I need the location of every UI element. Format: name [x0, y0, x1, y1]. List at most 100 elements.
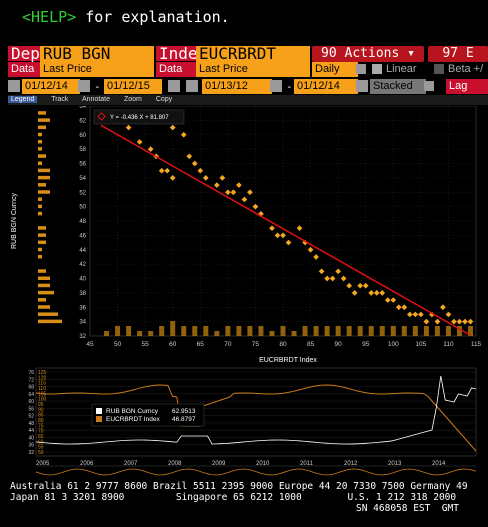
ts-right-tick: 55: [38, 445, 44, 451]
calendar-icon[interactable]: [8, 80, 20, 92]
equation-box: [93, 109, 185, 125]
histogram-bar: [38, 305, 50, 309]
scatter-point: [346, 282, 352, 289]
help-key[interactable]: <HELP>: [22, 8, 77, 26]
y-tick-label: 36: [79, 305, 86, 311]
x-tick-label: 50: [114, 341, 122, 348]
histogram-bar: [280, 326, 286, 336]
copy-button[interactable]: Copy: [155, 96, 173, 103]
histogram-bar: [467, 326, 473, 336]
histogram-bar: [379, 326, 385, 336]
histogram-bar: [115, 326, 121, 336]
scatter-point: [462, 318, 468, 325]
scatter-point: [269, 225, 275, 232]
y-tick-label: 48: [79, 219, 86, 225]
beta-checkbox[interactable]: [434, 64, 444, 74]
scatter-point: [236, 182, 242, 188]
end-date-field[interactable]: 01/12/15: [104, 79, 162, 94]
y-axis-ticks: 64 62 60 58 56 54 52 50 48 46 44 42 40 38 36 34 32: [79, 106, 86, 340]
x-tick-label: 100: [388, 341, 399, 348]
scatter-point: [357, 282, 364, 289]
stacked-select[interactable]: Stacked: [370, 79, 426, 94]
period-dropdown-icon[interactable]: [356, 64, 366, 74]
annotate-button[interactable]: Annotate: [82, 96, 111, 103]
scatter-point: [351, 290, 358, 296]
year-label: 2009: [212, 461, 226, 467]
histogram-bar: [368, 326, 374, 336]
histogram-bar: [390, 326, 396, 336]
dep-label: Dep: [8, 46, 40, 62]
start-date-field-2[interactable]: 01/13/12: [202, 79, 272, 94]
ts-left-tick: 60: [28, 399, 34, 405]
histogram-bar: [38, 168, 50, 173]
scatter-point: [434, 318, 441, 325]
ts-right-tick: 120: [38, 375, 47, 381]
ts-left-tick: 64: [28, 392, 34, 398]
x-tick-label: 85: [307, 341, 315, 348]
data-field-dep[interactable]: Last Price: [40, 62, 154, 77]
scatter-point: [307, 246, 314, 253]
scatter-point: [285, 239, 292, 246]
ts-left-tick: 48: [28, 421, 34, 427]
start-date-field[interactable]: 01/12/14: [22, 79, 80, 94]
y-tick-label: 58: [79, 147, 86, 153]
year-label: 2005: [36, 461, 50, 467]
histogram-bar: [38, 312, 58, 316]
legend-oil-value: 46.8797: [172, 416, 196, 423]
period-select[interactable]: Daily: [312, 62, 358, 77]
stacked-dropdown-icon[interactable]: [424, 81, 434, 91]
histogram-bar: [38, 154, 46, 158]
year-label: 2006: [80, 461, 94, 467]
track-button[interactable]: Track: [51, 96, 69, 103]
y-tick-label: 60: [79, 133, 86, 139]
calendar-icon[interactable]: [78, 80, 90, 92]
histogram-bar: [38, 111, 46, 115]
histogram-bar: [214, 331, 220, 336]
histogram-bar: [38, 139, 42, 144]
end-date-field-2[interactable]: 01/12/14: [294, 79, 358, 94]
scatter-point: [252, 203, 259, 210]
x-tick-label: 80: [279, 341, 287, 348]
legend-button[interactable]: Legend: [8, 96, 38, 103]
ts-left-tick: 76: [28, 370, 34, 376]
histogram-bar: [38, 190, 50, 194]
legend-swatch-rub: [96, 408, 102, 414]
histogram-bar: [38, 183, 46, 187]
x-tick-label: 115: [471, 341, 482, 348]
histogram-bar: [412, 326, 418, 336]
y-axis-label: RUB BGN Curncy: [11, 192, 18, 249]
calendar-icon[interactable]: [356, 80, 368, 92]
ts-right-tick: 65: [38, 434, 44, 440]
histogram-bar: [38, 147, 42, 151]
calendar-icon[interactable]: [270, 80, 282, 92]
histogram-bar: [38, 290, 54, 295]
ts-right-tick: 90: [38, 407, 44, 413]
ts-right-tick: 75: [38, 423, 44, 429]
scatter-point: [202, 175, 209, 181]
scatter-point: [423, 318, 430, 325]
scatter-point: [274, 232, 281, 239]
scatter-point: [169, 175, 176, 181]
x-tick-label: 45: [86, 341, 94, 348]
data-field-indep[interactable]: Last Price: [196, 62, 310, 77]
ts-right-tick: 105: [38, 391, 47, 397]
zoom-button[interactable]: Zoom: [123, 96, 142, 103]
linear-checkbox[interactable]: [372, 64, 382, 74]
calendar-icon[interactable]: [168, 80, 180, 92]
ts-right-tick: 80: [38, 418, 44, 424]
equation-text: Y = -0.436 X + 81.807: [110, 115, 169, 121]
footer-line-2: Japan 81 3 3201 8900 Singapore 65 6212 1…: [10, 492, 457, 503]
scatter-point: [219, 175, 226, 181]
export-button[interactable]: 97 E: [428, 46, 488, 62]
scatter-point: [373, 290, 380, 296]
scatter-point: [225, 189, 231, 196]
scatter-point: [467, 318, 474, 325]
calendar-icon[interactable]: [186, 80, 198, 92]
y-tick-label: 46: [79, 233, 86, 239]
ts-left-tick: 40: [28, 435, 34, 441]
actions-button[interactable]: 90 Actions ▾: [312, 46, 424, 62]
year-labels: 2005 2006 2007 2008 2009 2010 2011 2012 2013 2014: [36, 461, 446, 467]
histogram-bar: [38, 298, 46, 302]
scatter-point: [401, 304, 408, 311]
